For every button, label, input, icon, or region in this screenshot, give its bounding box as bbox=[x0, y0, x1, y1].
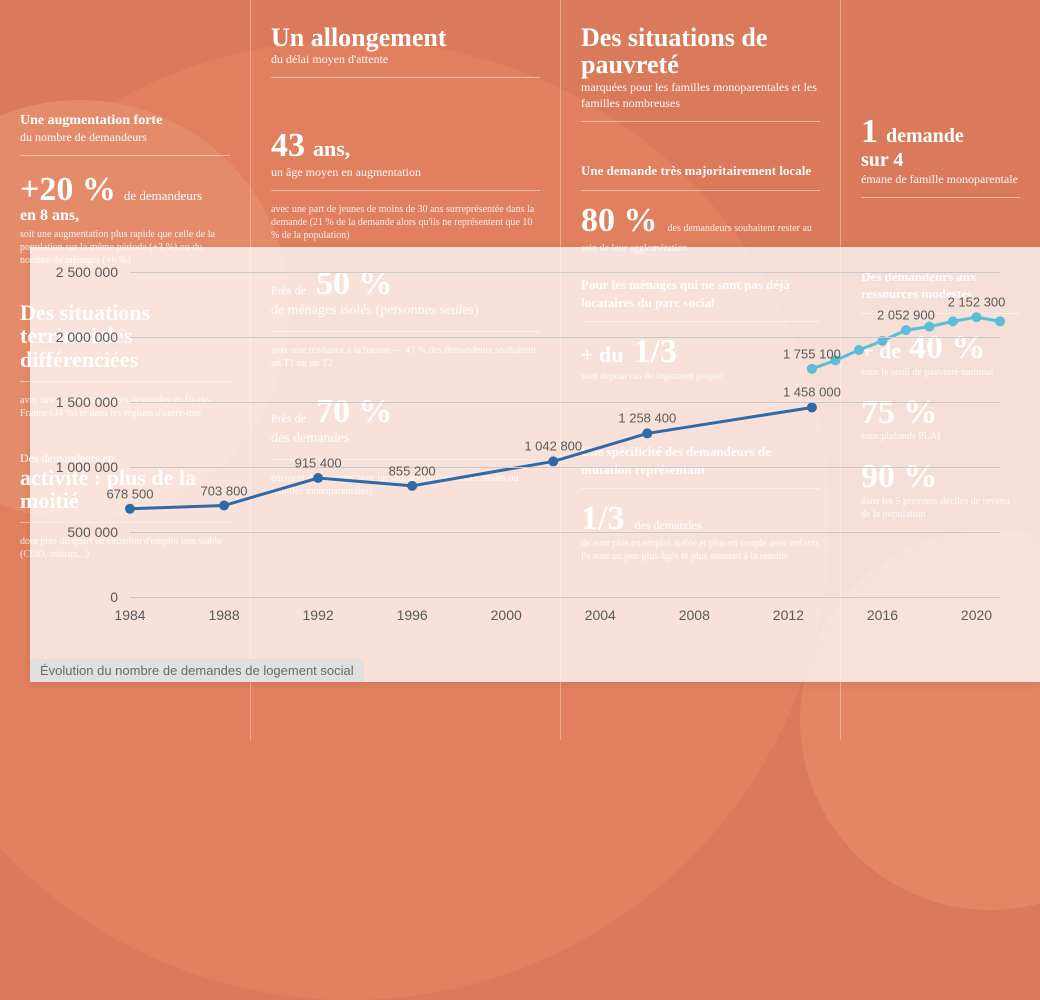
chart-marker bbox=[924, 322, 934, 332]
chart-marker bbox=[807, 364, 817, 374]
col2-b1-sub: du délai moyen d'attente bbox=[271, 51, 540, 67]
chart-point-label: 703 800 bbox=[201, 483, 248, 498]
x-axis-label: 2008 bbox=[679, 597, 710, 623]
chart-marker bbox=[995, 316, 1005, 326]
chart-marker bbox=[948, 316, 958, 326]
col4-b1-bigsuf: demande bbox=[886, 125, 964, 147]
col1-b2-big: +20 % bbox=[20, 171, 116, 208]
col2-b1-title: Un allongement bbox=[271, 24, 540, 51]
x-axis-label: 1992 bbox=[303, 597, 334, 623]
chart-svg bbox=[130, 272, 430, 422]
chart-marker bbox=[971, 312, 981, 322]
col1-b1-title: Une augmentation forte bbox=[20, 114, 230, 129]
col3-b2-mid: Une demande très majoritairement locale bbox=[581, 162, 820, 180]
chart-panel: 0500 0001 000 0001 500 0002 000 0002 500… bbox=[30, 247, 1040, 682]
chart-point-label: 678 500 bbox=[107, 486, 154, 501]
col1-b2-mid: en 8 ans, bbox=[20, 208, 230, 225]
col4-b1-sub: émane de famille monoparentale bbox=[861, 171, 1020, 187]
y-axis-label: 1 000 000 bbox=[56, 459, 130, 475]
col2-b2-bigsuf: ans, bbox=[313, 136, 350, 161]
col1-b1-sub: du nombre de demandeurs bbox=[20, 129, 230, 145]
x-axis-label: 1984 bbox=[114, 597, 145, 623]
chart-marker bbox=[313, 473, 323, 483]
chart-point-label: 1 258 400 bbox=[618, 411, 676, 426]
col4-b1-mid: sur 4 bbox=[861, 150, 1020, 171]
chart-caption: Évolution du nombre de demandes de logem… bbox=[30, 659, 364, 682]
x-axis-label: 2020 bbox=[961, 597, 992, 623]
chart-point-label: 2 052 900 bbox=[877, 308, 935, 323]
col3-b3-big: 80 % bbox=[581, 202, 658, 239]
col3-b1-sub: marquées pour les familles monoparentale… bbox=[581, 79, 820, 111]
col1-b2-bigsuf: de demandeurs bbox=[124, 188, 202, 203]
col4-b1-big: 1 bbox=[861, 113, 878, 150]
chart-point-label: 855 200 bbox=[389, 463, 436, 478]
x-axis-label: 1988 bbox=[208, 597, 239, 623]
col2-b2-mid: un âge moyen en augmentation bbox=[271, 164, 540, 180]
col3-b1-title: Des situations de pauvreté bbox=[581, 24, 820, 79]
x-axis-label: 2000 bbox=[491, 597, 522, 623]
chart-marker bbox=[854, 345, 864, 355]
x-axis-label: 2016 bbox=[867, 597, 898, 623]
chart-marker bbox=[407, 481, 417, 491]
chart-plot-area: 0500 0001 000 0001 500 0002 000 0002 500… bbox=[130, 272, 1000, 597]
chart-point-label: 915 400 bbox=[295, 455, 342, 470]
chart-point-label: 1 458 000 bbox=[783, 385, 841, 400]
y-axis-label: 1 500 000 bbox=[56, 394, 130, 410]
chart-marker bbox=[548, 456, 558, 466]
col2-b2-big: 43 bbox=[271, 127, 305, 164]
x-axis-label: 1996 bbox=[397, 597, 428, 623]
col2-b2-tiny: avec une part de jeunes de moins de 30 a… bbox=[271, 203, 540, 242]
chart-point-label: 2 152 300 bbox=[948, 295, 1006, 310]
y-axis-label: 500 000 bbox=[67, 524, 130, 540]
x-axis-label: 2004 bbox=[585, 597, 616, 623]
chart-marker bbox=[125, 504, 135, 514]
chart-point-label: 1 042 800 bbox=[524, 439, 582, 454]
chart-marker bbox=[901, 325, 911, 335]
chart-marker bbox=[642, 428, 652, 438]
x-axis-label: 2012 bbox=[773, 597, 804, 623]
y-axis-label: 2 000 000 bbox=[56, 329, 130, 345]
chart-marker bbox=[219, 501, 229, 511]
chart-marker bbox=[807, 402, 817, 412]
y-axis-label: 2 500 000 bbox=[56, 264, 130, 280]
chart-point-label: 1 755 100 bbox=[783, 346, 841, 361]
